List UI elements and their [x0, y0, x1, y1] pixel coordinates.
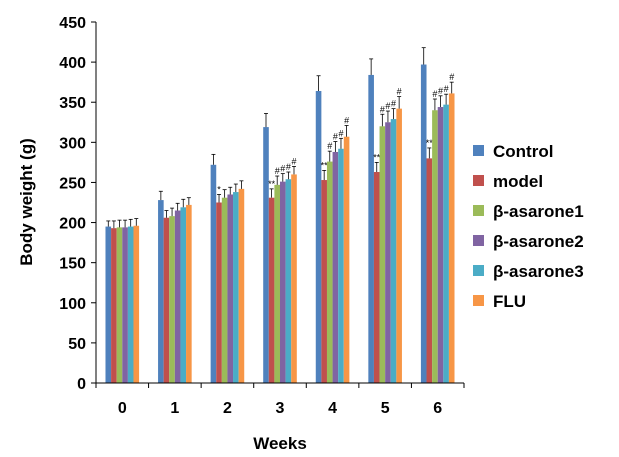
x-tick-label: 4 — [328, 400, 337, 417]
bar — [338, 148, 344, 383]
significance-mark: # — [286, 162, 291, 172]
significance-mark: # — [344, 115, 349, 125]
legend-swatch — [473, 295, 484, 306]
y-tick-label: 0 — [77, 376, 86, 393]
significance-mark: # — [333, 132, 338, 142]
bar — [127, 226, 134, 383]
x-tick-label: 5 — [381, 400, 390, 417]
plot-area: *********################050100150200250… — [59, 15, 465, 417]
bar — [263, 127, 269, 383]
legend-label: β-asarone1 — [493, 202, 584, 221]
y-tick-label: 400 — [59, 55, 86, 72]
significance-mark: # — [397, 87, 402, 97]
bar — [448, 93, 455, 384]
x-tick-label: 3 — [276, 400, 285, 417]
legend-label: β-asarone3 — [493, 262, 584, 281]
bar — [221, 197, 228, 383]
legend-label: β-asarone2 — [493, 232, 584, 251]
significance-mark: # — [438, 86, 443, 96]
y-tick-label: 100 — [59, 296, 86, 313]
legend-label: model — [493, 172, 543, 191]
legend-swatch — [473, 145, 484, 156]
y-tick-label: 150 — [59, 256, 86, 273]
bar — [390, 119, 397, 384]
significance-mark: ** — [268, 179, 276, 189]
bar — [274, 184, 280, 383]
significance-mark: # — [291, 156, 296, 166]
x-tick-label: 0 — [118, 400, 127, 417]
significance-mark: # — [444, 84, 449, 94]
significance-mark: # — [432, 89, 437, 99]
bar — [186, 204, 192, 383]
bar — [379, 126, 386, 384]
x-tick-label: 6 — [433, 400, 442, 417]
bar — [343, 136, 350, 383]
bar — [285, 179, 292, 383]
bar — [105, 226, 112, 383]
bar — [443, 104, 449, 383]
x-tick-label: 2 — [223, 400, 232, 417]
bar — [116, 227, 123, 383]
bar — [315, 90, 322, 383]
legend-swatch — [473, 205, 484, 216]
bar — [326, 161, 333, 383]
y-tick-label: 250 — [59, 175, 86, 192]
bar — [432, 110, 438, 383]
legend-swatch — [473, 175, 484, 186]
y-tick-label: 450 — [59, 15, 86, 32]
significance-mark: * — [217, 184, 221, 194]
legend-swatch — [473, 265, 484, 276]
y-tick-label: 50 — [68, 336, 86, 353]
significance-mark: # — [338, 128, 343, 138]
bar — [122, 227, 128, 383]
bar — [396, 108, 402, 383]
bar — [368, 74, 374, 384]
bar — [158, 200, 164, 383]
x-tick-label: 1 — [170, 400, 179, 417]
bar — [111, 228, 117, 383]
bar — [238, 188, 245, 383]
bar — [426, 158, 433, 383]
legend-swatch — [473, 235, 484, 246]
bar — [373, 172, 380, 383]
bar — [385, 122, 391, 384]
bar — [420, 64, 427, 384]
bar — [163, 217, 170, 383]
significance-mark: ** — [373, 152, 381, 162]
significance-mark: # — [449, 72, 454, 82]
significance-mark: ** — [426, 138, 434, 148]
legend-label: FLU — [493, 292, 526, 311]
bar — [180, 207, 187, 383]
y-tick-label: 350 — [59, 95, 86, 112]
bar — [227, 194, 234, 383]
significance-mark: ** — [321, 160, 329, 170]
bar — [216, 202, 222, 383]
significance-mark: # — [380, 104, 385, 114]
bar — [332, 151, 339, 383]
legend-label: Control — [493, 142, 553, 161]
bar — [437, 107, 444, 383]
x-axis-title: Weeks — [253, 434, 307, 453]
significance-mark: # — [280, 164, 285, 174]
bar — [174, 210, 181, 383]
bar — [210, 164, 217, 383]
bar — [321, 180, 327, 383]
significance-mark: # — [385, 101, 390, 111]
bar — [291, 174, 297, 383]
significance-mark: # — [391, 99, 396, 109]
significance-mark: # — [327, 141, 332, 151]
y-tick-label: 300 — [59, 135, 86, 152]
y-axis-title: Body weight (g) — [17, 138, 36, 265]
significance-mark: # — [275, 166, 280, 176]
legend: Control model β-asarone1 β-asarone2 β-asaron… — [473, 142, 584, 311]
bar — [133, 225, 140, 383]
bar — [233, 192, 239, 383]
bar — [169, 216, 175, 383]
bar — [280, 181, 286, 383]
bar — [268, 197, 275, 383]
y-tick-label: 200 — [59, 216, 86, 233]
